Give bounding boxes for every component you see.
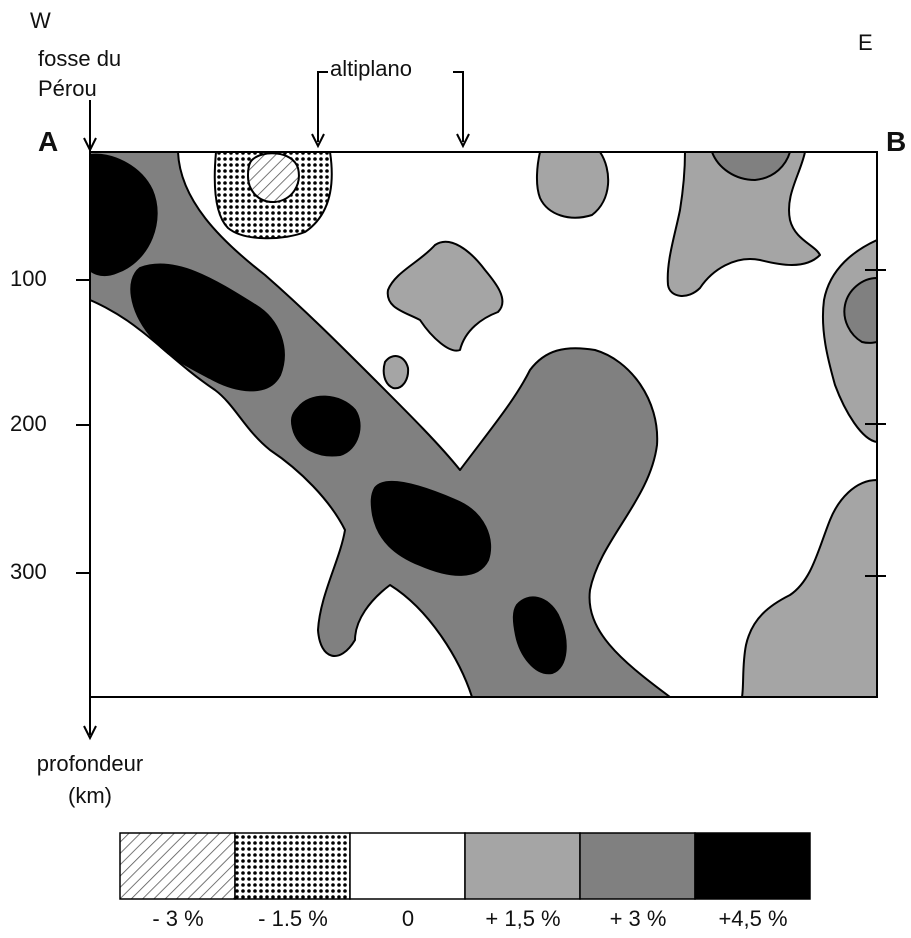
legend-swatch-plus1_5 (464, 832, 581, 900)
patch-top-center (536, 152, 610, 219)
legend-label-plus4_5: +4,5 % (718, 906, 788, 931)
patch-altiplano (386, 240, 504, 352)
slab-anomaly (90, 152, 671, 697)
legend-label-plus1_5: + 1,5 % (485, 906, 561, 931)
legend-label-minus3: - 3 % (152, 906, 204, 931)
trench-label: fosse du Pérou (38, 46, 122, 101)
patch-top-right (666, 152, 821, 297)
legend-swatch-minus3 (119, 832, 236, 900)
legend-swatch-plus4_5 (694, 832, 811, 900)
legend-label-plus3: + 3 % (609, 906, 667, 931)
legend-label-minus1_5: - 1.5 % (258, 906, 328, 931)
point-b-label: B (886, 126, 907, 157)
legend-swatches (119, 832, 811, 900)
legend-swatch-minus1_5 (234, 832, 351, 900)
patch-small (382, 355, 410, 390)
east-label: E (858, 30, 873, 55)
fast-anomaly-3 (290, 395, 361, 457)
depth-axis-label: profondeur (km) (36, 751, 144, 808)
legend-swatch-zero (349, 832, 466, 900)
depth-tick-200: 200 (10, 411, 47, 436)
altiplano-label: altiplano (330, 56, 412, 81)
fast-anomaly-5 (512, 596, 567, 675)
fast-anomaly-4 (370, 481, 492, 576)
fast-anomaly-1 (90, 153, 158, 277)
slow-anomaly-hatched (247, 152, 300, 204)
core-right (843, 277, 877, 344)
fast-anomaly-2 (130, 263, 285, 392)
altiplano-bracket (317, 71, 328, 142)
point-a-label: A (38, 126, 59, 157)
depth-tick-100: 100 (10, 266, 47, 291)
core-top-right (711, 152, 791, 181)
legend-label-zero: 0 (401, 906, 415, 931)
depth-tick-300: 300 (10, 559, 47, 584)
legend-swatch-plus3 (579, 832, 696, 900)
west-label: W (30, 8, 51, 33)
patch-right-lower (741, 479, 877, 697)
